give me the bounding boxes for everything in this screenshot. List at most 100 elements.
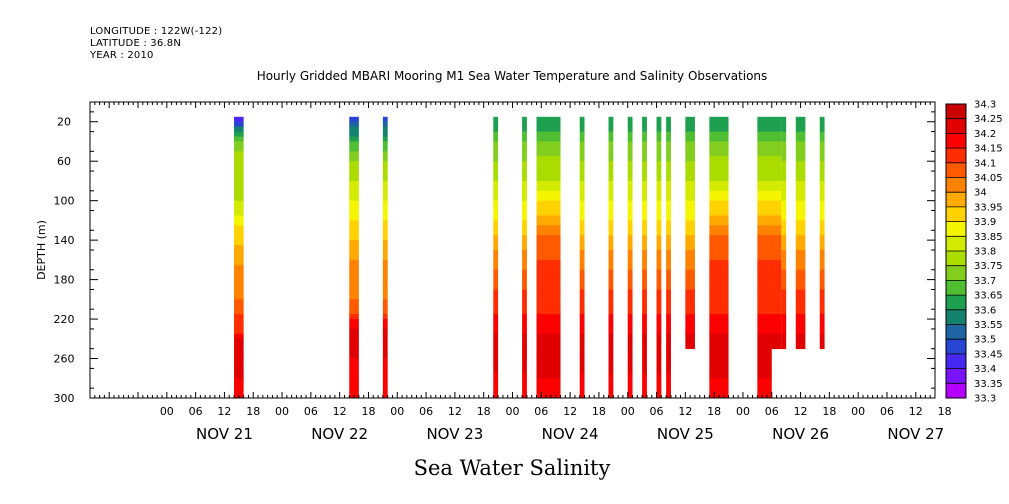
- salinity-cell: [234, 264, 244, 271]
- salinity-cell: [757, 388, 772, 394]
- colorbar-swatch: [946, 309, 966, 325]
- colorbar-label: 34.3: [974, 100, 996, 111]
- salinity-cell: [685, 274, 695, 280]
- salinity-cell: [382, 136, 388, 142]
- salinity-cell: [709, 383, 729, 389]
- salinity-cell: [819, 176, 825, 182]
- salinity-cell: [709, 274, 729, 280]
- colorbar-swatch: [946, 324, 966, 340]
- salinity-cell: [493, 254, 499, 261]
- salinity-cell: [382, 205, 388, 211]
- salinity-cell: [493, 126, 499, 132]
- salinity-cell: [627, 126, 633, 132]
- salinity-cell: [709, 314, 729, 320]
- salinity-cell: [656, 328, 662, 335]
- salinity-cell: [522, 309, 527, 315]
- salinity-cell: [709, 254, 729, 261]
- salinity-cell: [819, 200, 825, 206]
- latitude-label: LATITUDE : 36.8N: [90, 38, 182, 49]
- salinity-cell: [493, 383, 499, 389]
- x-hour-tick-label: 12: [794, 405, 808, 418]
- salinity-cell: [819, 116, 825, 123]
- salinity-cell: [579, 338, 585, 345]
- salinity-cell: [781, 324, 787, 330]
- salinity-cell: [642, 235, 647, 241]
- salinity-cell: [795, 200, 806, 206]
- salinity-cell: [349, 121, 359, 128]
- salinity-cell: [493, 200, 499, 206]
- salinity-cell: [757, 279, 782, 285]
- salinity-cell: [536, 250, 561, 256]
- salinity-cell: [608, 146, 614, 152]
- salinity-cell: [493, 353, 499, 359]
- salinity-cell: [781, 166, 787, 172]
- salinity-cell: [536, 200, 561, 206]
- salinity-cell: [349, 264, 359, 271]
- salinity-cell: [685, 141, 695, 147]
- salinity-cell: [536, 294, 561, 300]
- salinity-cell: [522, 180, 527, 187]
- salinity-cell: [819, 230, 825, 236]
- colorbar-label: 33.9: [974, 217, 996, 228]
- salinity-cell: [757, 161, 782, 167]
- salinity-cell: [608, 136, 614, 142]
- salinity-cell: [685, 121, 695, 128]
- salinity-cell: [666, 235, 671, 241]
- salinity-cell: [666, 319, 671, 325]
- salinity-cell: [579, 274, 585, 280]
- salinity-cell: [579, 171, 585, 177]
- salinity-cell: [536, 136, 561, 142]
- salinity-cell: [795, 195, 806, 202]
- salinity-cell: [608, 284, 614, 290]
- longitude-label: LONGITUDE : 122W(-122): [90, 26, 223, 37]
- x-axis-label: Sea Water Salinity: [414, 456, 611, 480]
- colorbar-swatch: [946, 295, 966, 311]
- salinity-cell: [522, 333, 527, 340]
- x-hour-tick-label: 06: [419, 405, 433, 418]
- salinity-cell: [666, 294, 671, 300]
- salinity-cell: [493, 180, 499, 187]
- salinity-cell: [627, 353, 633, 359]
- salinity-cell: [642, 171, 647, 177]
- salinity-cell: [709, 328, 729, 335]
- salinity-cell: [656, 309, 662, 315]
- salinity-cell: [757, 264, 782, 271]
- salinity-cell: [757, 195, 782, 202]
- salinity-cell: [795, 338, 806, 345]
- salinity-cell: [781, 151, 787, 157]
- salinity-cell: [795, 205, 806, 211]
- salinity-cell: [642, 205, 647, 211]
- salinity-cell: [234, 156, 244, 162]
- salinity-cell: [666, 383, 671, 389]
- salinity-cell: [536, 205, 561, 211]
- salinity-cell: [579, 176, 585, 182]
- salinity-cell: [579, 343, 585, 350]
- salinity-cell: [536, 314, 561, 320]
- salinity-cell: [666, 254, 671, 261]
- salinity-cell: [349, 348, 359, 354]
- salinity-cell: [757, 151, 782, 157]
- salinity-cell: [627, 146, 633, 152]
- salinity-cell: [522, 324, 527, 330]
- salinity-cell: [757, 230, 782, 236]
- salinity-cell: [656, 343, 662, 350]
- salinity-cell: [757, 245, 782, 251]
- salinity-cell: [579, 378, 585, 384]
- salinity-cell: [349, 309, 359, 315]
- salinity-cell: [656, 195, 662, 202]
- salinity-cell: [781, 200, 787, 206]
- salinity-cell: [685, 156, 695, 162]
- salinity-cell: [382, 161, 388, 167]
- salinity-cell: [642, 116, 647, 123]
- salinity-cell: [757, 210, 782, 216]
- salinity-cell: [666, 210, 671, 216]
- salinity-cell: [795, 171, 806, 177]
- salinity-cell: [536, 156, 561, 162]
- salinity-cell: [757, 156, 782, 162]
- salinity-cell: [382, 309, 388, 315]
- salinity-cell: [234, 378, 244, 384]
- salinity-cell: [666, 279, 671, 285]
- salinity-cell: [757, 126, 782, 132]
- salinity-cell: [579, 324, 585, 330]
- salinity-cell: [608, 383, 614, 389]
